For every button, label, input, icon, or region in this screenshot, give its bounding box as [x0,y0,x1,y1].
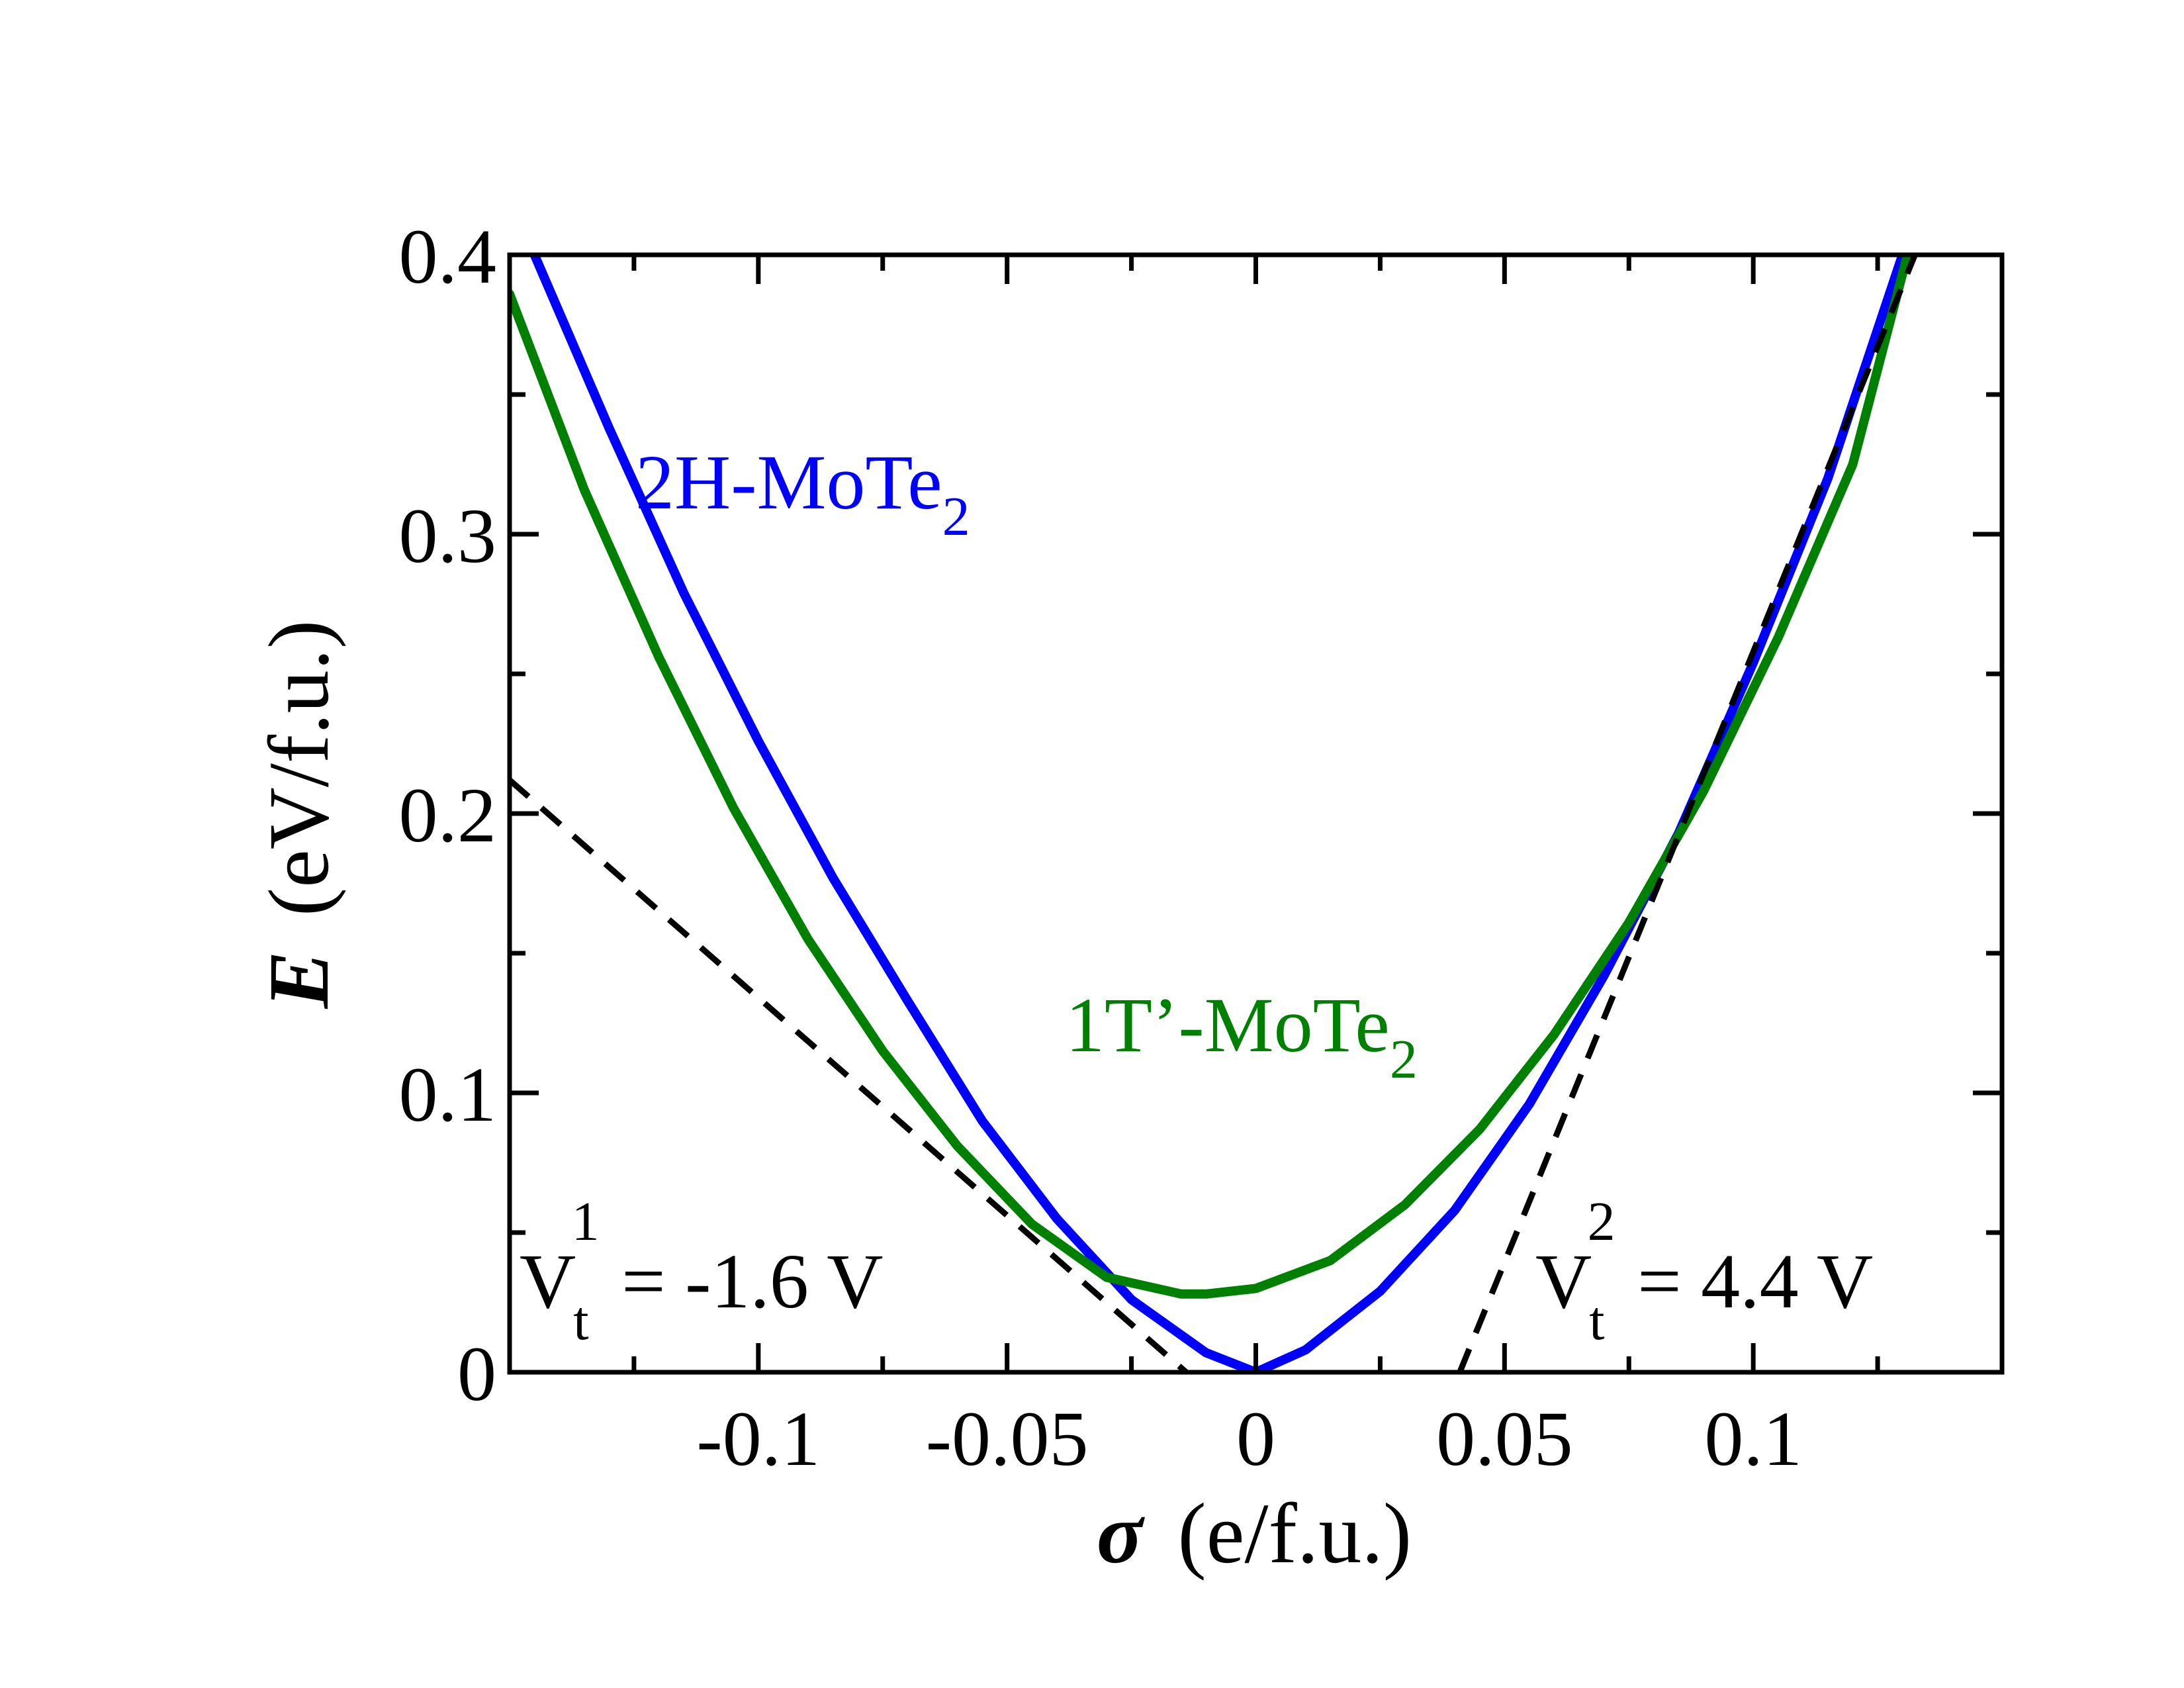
series-label-1t-mote2: 1T’-MoTe2 [1066,982,1418,1090]
y-tick-label: 0.2 [399,772,497,859]
x-axis-title: σ (e/f.u.) [1097,1486,1412,1581]
x-tick-label: 0.05 [1436,1395,1573,1482]
series-line-tangent-2 [510,778,1189,1372]
series-label-2h-main: 2H-MoTe [635,439,942,526]
annotation-vt2-sup: 2 [1588,1191,1615,1252]
y-tick-label: 0.1 [399,1051,497,1138]
series-label-2h-mote2: 2H-MoTe2 [635,439,970,547]
annotation-vt2: Vt 2 = 4.4 V [1535,1191,1873,1352]
y-tick-label: 0.3 [399,492,497,579]
y-tick-label: 0.4 [399,213,497,300]
x-tick-label: -0.05 [926,1395,1089,1482]
annotation-vt1-sup: 1 [572,1191,600,1252]
annotation-vt2-main: V [1535,1238,1592,1325]
x-tick-label: 0 [1236,1395,1275,1482]
plot-frame [507,252,2005,1375]
x-tick-label: -0.1 [696,1395,820,1482]
annotation-vt1: Vt 1 = -1.6 V [520,1191,884,1352]
series-label-2h-sub: 2 [942,486,970,547]
labels-layer: -0.1 -0.05 0 0.05 0.1 0 0.1 0.2 0.3 0.4 [399,213,1802,1482]
series-line-tangent-3 [1457,255,1918,1372]
y-axis-symbol: E [251,951,347,1009]
x-tick-label: 0.1 [1704,1395,1802,1482]
x-axis-symbol: σ [1097,1486,1146,1581]
y-tick-label: 0 [457,1331,496,1417]
y-axis-unit: (eV/f.u.) [251,620,347,917]
series-line-1t-mote2 [510,255,1913,1299]
y-axis-title: E (eV/f.u.) [251,620,347,1009]
series-label-1t-main: 1T’-MoTe [1066,982,1390,1068]
annotation-vt2-sub: t [1589,1290,1604,1352]
x-axis-unit: (e/f.u.) [1177,1486,1412,1581]
annotation-vt1-rest: = -1.6 V [602,1238,884,1325]
series-label-1t-sub: 2 [1390,1029,1418,1090]
annotation-vt2-rest: = 4.4 V [1618,1238,1874,1325]
annotation-vt1-main: V [520,1238,576,1325]
annotation-vt1-sub: t [573,1290,588,1352]
data-layer [510,255,1918,1372]
